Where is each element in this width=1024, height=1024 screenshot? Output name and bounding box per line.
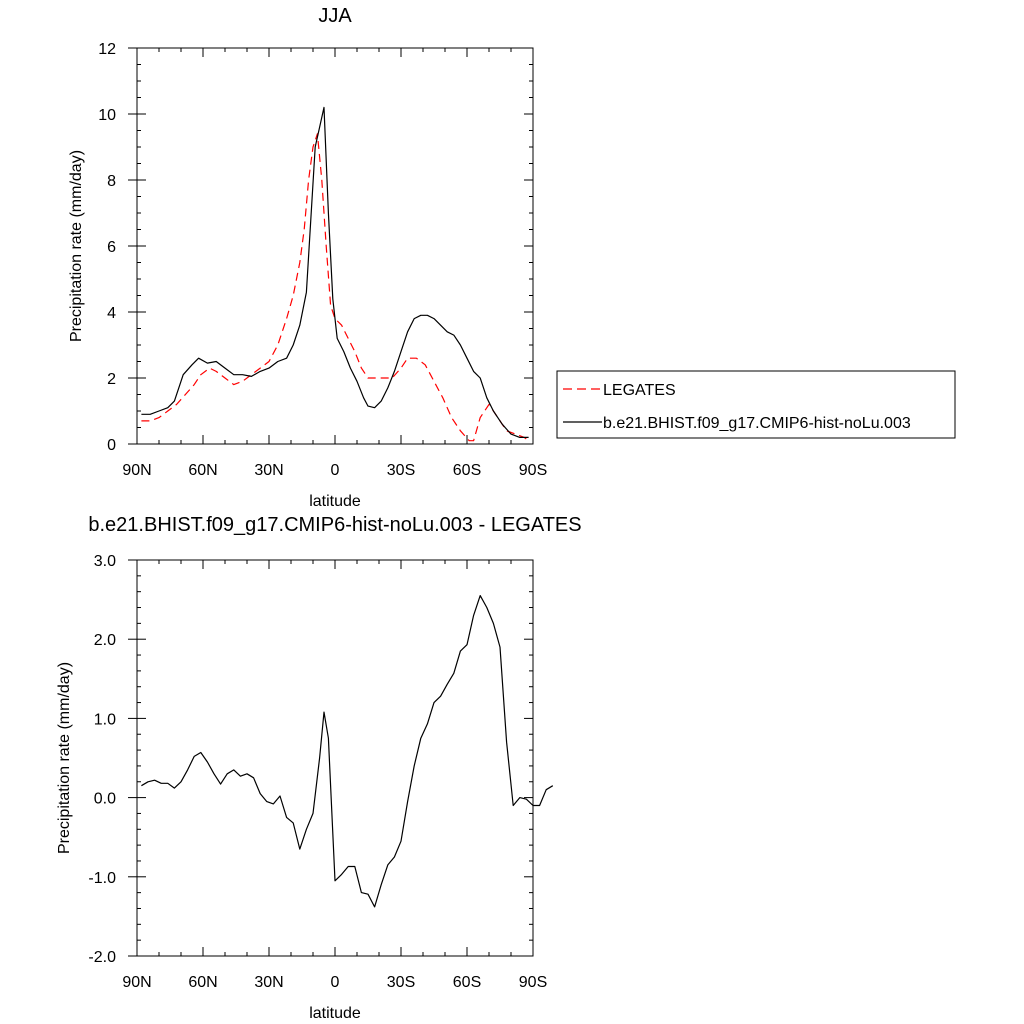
legend-label-model: b.e21.BHIST.f09_g17.CMIP6-hist-noLu.003 [603,415,911,432]
top-axis-ticks: 90N 60N 30N 0 30S 60S 90S 0 2 4 6 8 10 12 [98,41,547,479]
x-tick-label: 60N [188,462,217,479]
y-tick-label: 4 [107,305,116,322]
y-tick-label: -2.0 [88,949,116,966]
y-tick-label: 1.0 [94,711,116,728]
x-tick-label: 0 [331,462,340,479]
y-tick-label: 12 [98,41,116,58]
y-tick-label: 8 [107,173,116,190]
x-tick-label: 30S [387,974,415,991]
x-tick-label: 90S [519,974,547,991]
legend-label-legates: LEGATES [603,382,676,399]
x-tick-label: 90S [519,462,547,479]
x-tick-label: 60N [188,974,217,991]
x-tick-label: 60S [453,974,481,991]
x-tick-label: 0 [331,974,340,991]
top-series-lines [141,106,529,442]
y-tick-label: 10 [98,107,116,124]
bottom-y-axis-label: Precipitation rate (mm/day) [56,662,73,854]
series-line-legates [141,133,529,442]
top-panel-title: JJA [318,5,352,27]
bottom-series-lines [141,594,554,908]
bottom-axis-ticks: 90N 60N 30N 0 30S 60S 90S -2.0 -1.0 0.0 1.0 2.0 3.0 [88,553,547,991]
x-tick-label: 60S [453,462,481,479]
bottom-panel: b.e21.BHIST.f09_g17.CMIP6-hist-noLu.003 … [56,514,582,1022]
series-line-model [141,106,529,438]
top-plot-frame [136,47,534,445]
series-line-difference [141,594,554,908]
bottom-x-axis-label: latitude [309,1005,361,1022]
legend-box [556,370,956,439]
y-tick-label: 2.0 [94,632,116,649]
x-tick-label: 90N [122,462,151,479]
bottom-panel-title: b.e21.BHIST.f09_g17.CMIP6-hist-noLu.003 … [88,514,581,536]
x-tick-label: 30S [387,462,415,479]
y-tick-label: 3.0 [94,553,116,570]
x-tick-label: 90N [122,974,151,991]
legend: LEGATES b.e21.BHIST.f09_g17.CMIP6-hist-n… [556,370,956,439]
bottom-plot-frame [136,559,534,957]
x-tick-label: 30N [254,974,283,991]
y-tick-label: 6 [107,239,116,256]
y-tick-label: 0.0 [94,791,116,808]
y-tick-label: -1.0 [88,870,116,887]
y-tick-label: 2 [107,371,116,388]
x-tick-label: 30N [254,462,283,479]
y-tick-label: 0 [107,437,116,454]
top-y-axis-label: Precipitation rate (mm/day) [68,150,85,342]
top-x-axis-label: latitude [309,493,361,510]
top-panel: JJA 90N 60N 30N 0 30S 60S 90S 0 2 4 6 8 10 12 latitud… [68,5,956,510]
